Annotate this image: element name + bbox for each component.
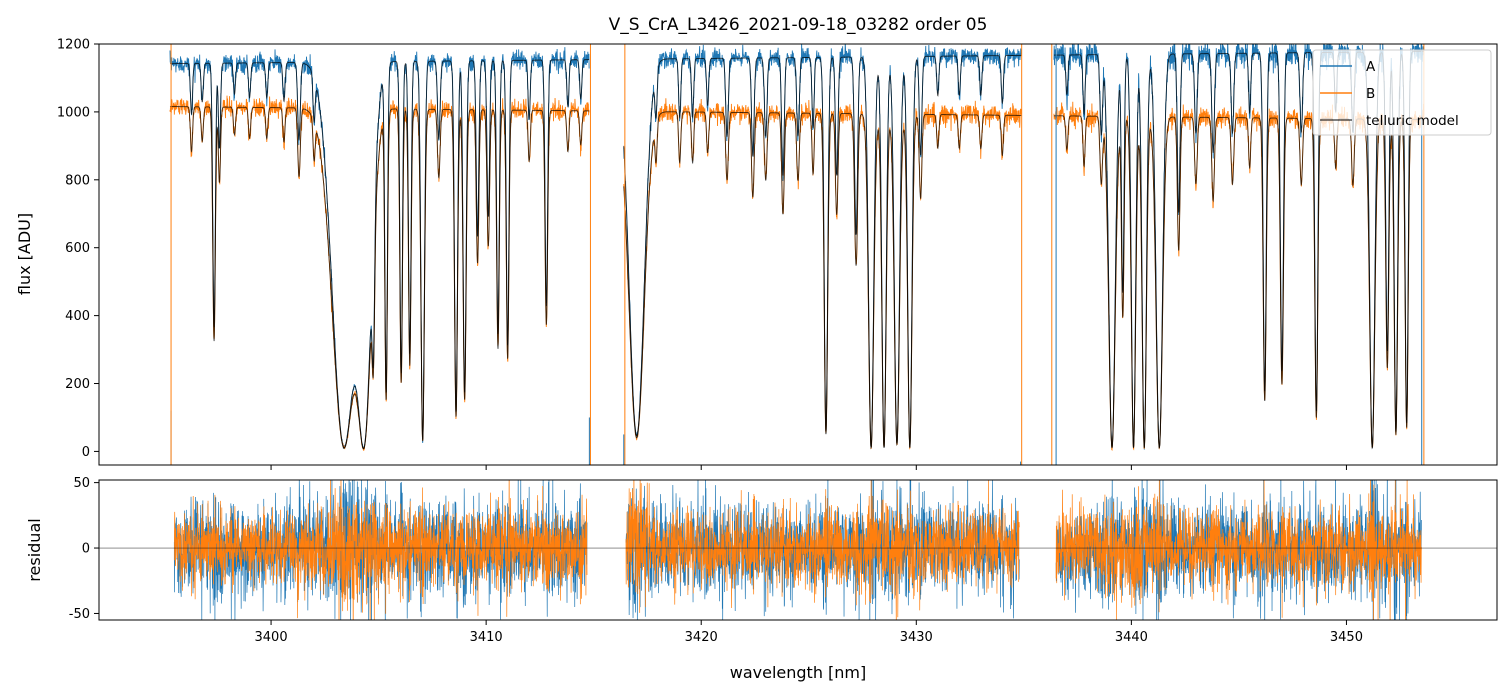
- residual-b-line: [1055, 480, 1422, 620]
- legend-box: [1312, 49, 1492, 136]
- residual-a-line: [625, 480, 1020, 620]
- flux-plot-area: [169, 44, 1425, 465]
- bottom-y-axis-label: residual: [25, 518, 44, 581]
- x-tick-label: 3450: [1330, 630, 1363, 645]
- telluric-model-line: [623, 54, 1022, 448]
- chart-title: V_S_CrA_L3426_2021-09-18_03282 order 05: [609, 15, 988, 35]
- residual-panel: -50 0 50 3400 3410 3420 3430 3440 3450: [69, 476, 1498, 645]
- residual-b-line: [173, 480, 588, 620]
- y-tick-label: 200: [65, 377, 90, 392]
- y-tick-label: 0: [82, 445, 90, 460]
- telluric-model-line: [169, 106, 590, 450]
- telluric-model-line: [623, 111, 1022, 450]
- legend: A B telluric model: [1312, 49, 1492, 136]
- x-tick-label: 3400: [255, 630, 288, 645]
- residual-x-ticks: 3400 3410 3420 3430 3440 3450: [255, 620, 1363, 645]
- residual-plot-area: [99, 480, 1497, 620]
- legend-label-telluric-model: telluric model: [1366, 113, 1459, 129]
- y-tick-label: 800: [65, 173, 90, 188]
- residual-y-ticks: -50 0 50: [69, 476, 99, 622]
- top-y-axis-label: flux [ADU]: [15, 213, 34, 295]
- y-tick-label: 1000: [57, 105, 90, 120]
- y-tick-label: -50: [69, 607, 90, 622]
- legend-label-a: A: [1366, 59, 1376, 75]
- x-tick-label: 3430: [900, 630, 933, 645]
- x-tick-label: 3420: [685, 630, 718, 645]
- x-tick-label: 3440: [1115, 630, 1148, 645]
- residual-axes-frame: [98, 479, 1498, 621]
- y-tick-label: 0: [82, 542, 90, 557]
- y-tick-label: 400: [65, 309, 90, 324]
- flux-y-ticks: 0 200 400 600 800 1000 1200: [57, 38, 99, 460]
- x-tick-label: 3410: [470, 630, 503, 645]
- flux-panel: 0 200 400 600 800 1000 1200 A B telluric model: [57, 38, 1498, 470]
- flux-x-ticks: [270, 465, 1347, 470]
- y-tick-label: 600: [65, 241, 90, 256]
- x-axis-label: wavelength [nm]: [730, 663, 867, 682]
- residual-b-line: [625, 480, 1020, 620]
- y-tick-label: 50: [73, 476, 90, 491]
- legend-label-b: B: [1366, 86, 1375, 102]
- telluric-model-line: [169, 59, 590, 450]
- y-tick-label: 1200: [57, 38, 90, 53]
- flux-axes-frame: [98, 43, 1498, 466]
